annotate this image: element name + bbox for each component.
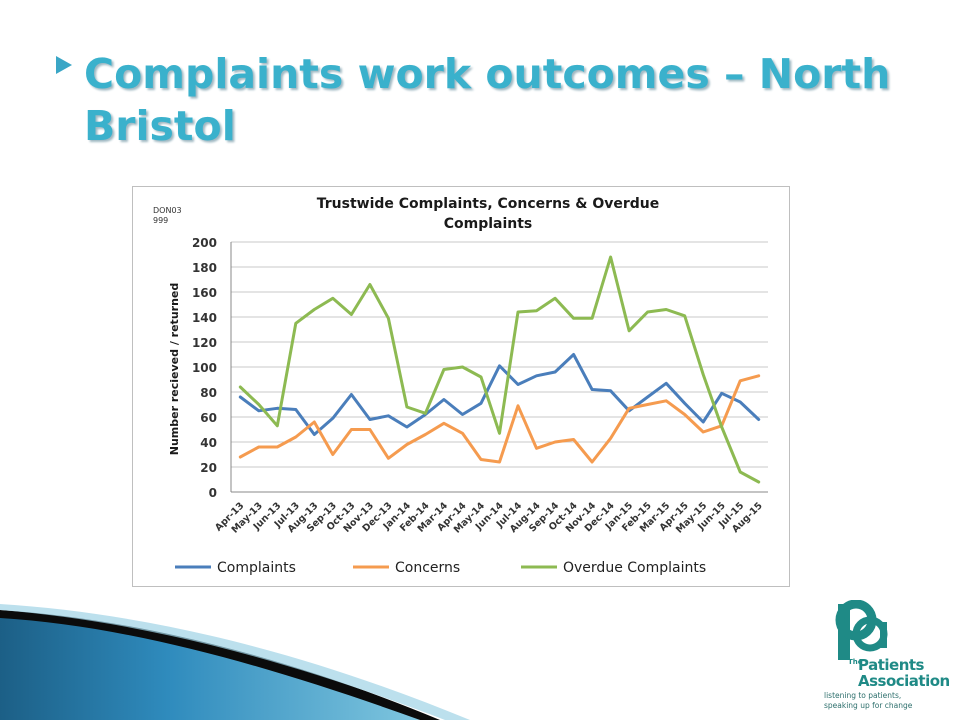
x-tick-labels: Apr-13May-13Jun-13Jul-13Aug-13Sep-13Oct-… <box>213 500 765 536</box>
legend-label-complaints: Complaints <box>217 560 296 576</box>
series-line-overdue-complaints <box>238 255 761 484</box>
y-tick-labels: 0 20 40 60 80 100 120 140 160 180 200 <box>192 236 217 500</box>
pa-logo-mark-icon <box>835 600 888 660</box>
series-line-complaints <box>238 353 761 436</box>
logo-tagline-line-1: listening to patients, <box>824 691 902 700</box>
title-bullet-arrow-icon <box>56 56 72 74</box>
y-tick-label: 100 <box>192 361 217 375</box>
y-tick-label: 60 <box>200 411 217 425</box>
y-tick-label: 20 <box>200 461 217 475</box>
y-axis-label: Number recieved / returned <box>168 283 181 455</box>
decorative-swoosh <box>0 604 470 720</box>
patients-association-logo: The Patients Association listening to pa… <box>822 600 950 712</box>
y-tick-label: 40 <box>200 436 217 450</box>
chart-frame: DON03 999 Trustwide Complaints, Concerns… <box>132 186 790 587</box>
series-lines <box>238 255 761 484</box>
legend-label-concerns: Concerns <box>395 560 460 576</box>
logo-tagline-line-2: speaking up for change <box>824 701 913 710</box>
chart-corner-label: DON03 999 <box>153 206 184 225</box>
y-tick-label: 200 <box>192 236 217 250</box>
y-tick-label: 180 <box>192 261 217 275</box>
slide-title: Complaints work outcomes – North Bristol <box>84 50 891 150</box>
y-tick-label: 0 <box>209 486 217 500</box>
chart-legend: Complaints Concerns Overdue Complaints <box>175 560 706 576</box>
y-tick-label: 140 <box>192 311 217 325</box>
line-chart: DON03 999 Trustwide Complaints, Concerns… <box>153 196 768 576</box>
legend-label-overdue-complaints: Overdue Complaints <box>563 560 706 576</box>
chart-title-line-1: Trustwide Complaints, Concerns & Overdue <box>317 196 660 212</box>
logo-name-line-1: Patients <box>858 656 924 674</box>
logo-name-line-2: Association <box>858 672 950 690</box>
y-tick-label: 160 <box>192 286 217 300</box>
logo-the: The <box>848 658 863 666</box>
series-line-concerns <box>238 374 761 464</box>
y-tick-label: 80 <box>200 386 217 400</box>
y-tick-label: 120 <box>192 336 217 350</box>
chart-title-line-2: Complaints <box>444 216 533 232</box>
